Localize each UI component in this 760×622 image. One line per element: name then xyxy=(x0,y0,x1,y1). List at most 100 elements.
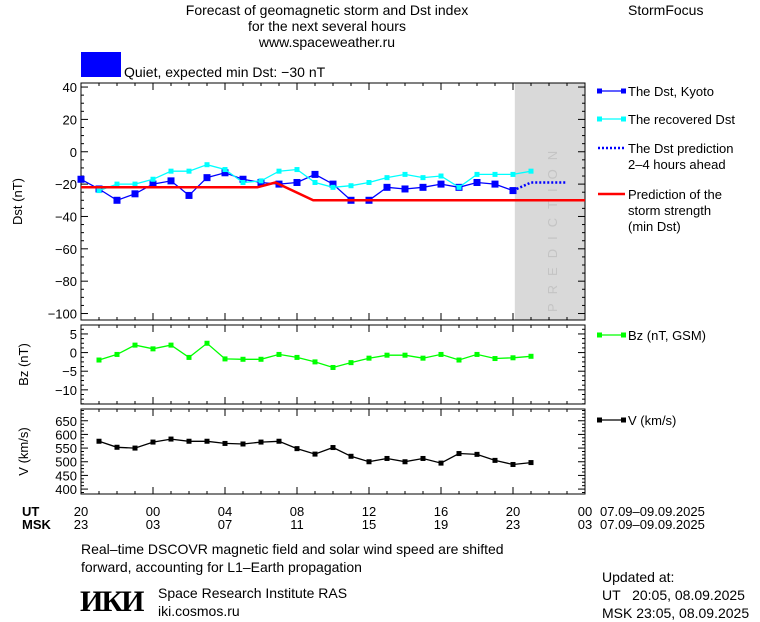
data-point xyxy=(348,453,354,459)
y-tick-label: −20 xyxy=(55,177,77,192)
data-point xyxy=(293,178,301,186)
data-point xyxy=(528,353,534,359)
data-point xyxy=(204,162,210,168)
updated-ut: UT 20:05, 08.09.2025 xyxy=(602,587,745,603)
y-tick-label: 600 xyxy=(55,427,77,442)
data-point xyxy=(168,168,174,174)
data-point xyxy=(186,438,192,444)
y-tick-label: −5 xyxy=(62,364,77,379)
data-point xyxy=(330,445,336,451)
legend-label: storm strength xyxy=(628,203,711,218)
data-point xyxy=(96,357,102,363)
data-point xyxy=(168,436,174,442)
legend-label: Bz (nT, GSM) xyxy=(628,328,706,343)
data-point xyxy=(384,352,390,358)
data-point xyxy=(132,181,138,187)
data-point xyxy=(294,354,300,360)
data-point xyxy=(437,180,445,188)
status-text: Quiet, expected min Dst: −30 nT xyxy=(124,64,326,80)
data-point xyxy=(96,438,102,444)
y-tick-label: 500 xyxy=(55,455,77,470)
msk-tick-label: 11 xyxy=(290,517,304,532)
plot-frame xyxy=(80,408,586,495)
data-point xyxy=(203,174,211,182)
plot-frame xyxy=(80,324,586,405)
data-point xyxy=(114,181,120,187)
data-point xyxy=(186,168,192,174)
data-point xyxy=(420,455,426,461)
data-point xyxy=(149,180,157,188)
data-point xyxy=(185,191,193,199)
data-point xyxy=(383,183,391,191)
data-point xyxy=(438,460,444,466)
data-point xyxy=(114,444,120,450)
ut-tick-label: 20 xyxy=(74,504,88,519)
prediction-zone-label: PREDICTION xyxy=(545,142,560,312)
panel-1: 5 0 −5 −10 Bz (nT) xyxy=(16,324,586,405)
legend-marker xyxy=(621,116,626,122)
y-tick-label: 400 xyxy=(55,482,77,497)
data-point xyxy=(312,451,318,457)
data-point xyxy=(456,184,462,190)
data-point xyxy=(131,190,139,198)
status-color-box xyxy=(81,52,121,77)
data-point xyxy=(113,196,121,204)
data-point xyxy=(240,179,246,185)
ut-tick-label: 00 xyxy=(146,504,160,519)
data-point xyxy=(419,183,427,191)
data-point xyxy=(240,441,246,447)
data-point xyxy=(438,173,444,179)
legend-marker xyxy=(621,417,626,423)
y-tick-label: −100 xyxy=(48,307,77,322)
y-tick-label: 450 xyxy=(55,468,77,483)
data-point xyxy=(168,342,174,348)
y-tick-label: 0 xyxy=(70,145,77,160)
legend-label: The Dst prediction xyxy=(628,141,734,156)
data-point xyxy=(366,355,372,361)
legend-label: (min Dst) xyxy=(628,219,681,234)
panel-0: PREDICTION 40 20 0 −20 −40 −60 −80 −100 Dst (nT) xyxy=(10,80,586,322)
data-point xyxy=(402,171,408,177)
data-point xyxy=(132,342,138,348)
data-point xyxy=(528,460,534,466)
data-point xyxy=(77,175,85,183)
y-axis-label: V (km/s) xyxy=(16,427,31,475)
data-point xyxy=(150,346,156,352)
legend-label: The Dst, Kyoto xyxy=(628,84,714,99)
institute-link[interactable]: iki.cosmos.ru xyxy=(158,603,240,619)
data-point xyxy=(132,445,138,451)
y-tick-label: 550 xyxy=(55,441,77,456)
data-point xyxy=(510,171,516,177)
legend-label: The recovered Dst xyxy=(628,112,735,127)
data-point xyxy=(474,451,480,457)
ut-tick-label: 04 xyxy=(218,504,232,519)
msk-tick-label: 23 xyxy=(506,517,520,532)
data-point xyxy=(402,459,408,465)
y-tick-label: 5 xyxy=(70,327,77,342)
data-point xyxy=(348,183,354,189)
data-point xyxy=(276,168,282,174)
data-point xyxy=(114,351,120,357)
ut-tick-label: 16 xyxy=(434,504,448,519)
legend-marker xyxy=(621,88,626,94)
data-point xyxy=(384,175,390,181)
ut-tick-label: 20 xyxy=(506,504,520,519)
data-point xyxy=(420,355,426,361)
data-point xyxy=(473,178,481,186)
legend-marker xyxy=(621,332,626,338)
data-point xyxy=(276,438,282,444)
chart-title: Forecast of geomagnetic storm and Dst in… xyxy=(0,2,654,50)
data-point xyxy=(222,167,228,173)
data-point xyxy=(258,178,264,184)
legend-label: V (km/s) xyxy=(628,413,676,428)
msk-tick-label: 03 xyxy=(578,517,592,532)
y-tick-label: 20 xyxy=(63,112,77,127)
note-line: Real–time DSCOVR magnetic field and sola… xyxy=(81,541,504,557)
msk-tick-label: 03 xyxy=(146,517,160,532)
y-tick-label: 650 xyxy=(55,414,77,429)
date-range: 07.09–09.09.2025 xyxy=(600,504,705,519)
data-point xyxy=(312,179,318,185)
title-line: Forecast of geomagnetic storm and Dst in… xyxy=(185,2,469,18)
